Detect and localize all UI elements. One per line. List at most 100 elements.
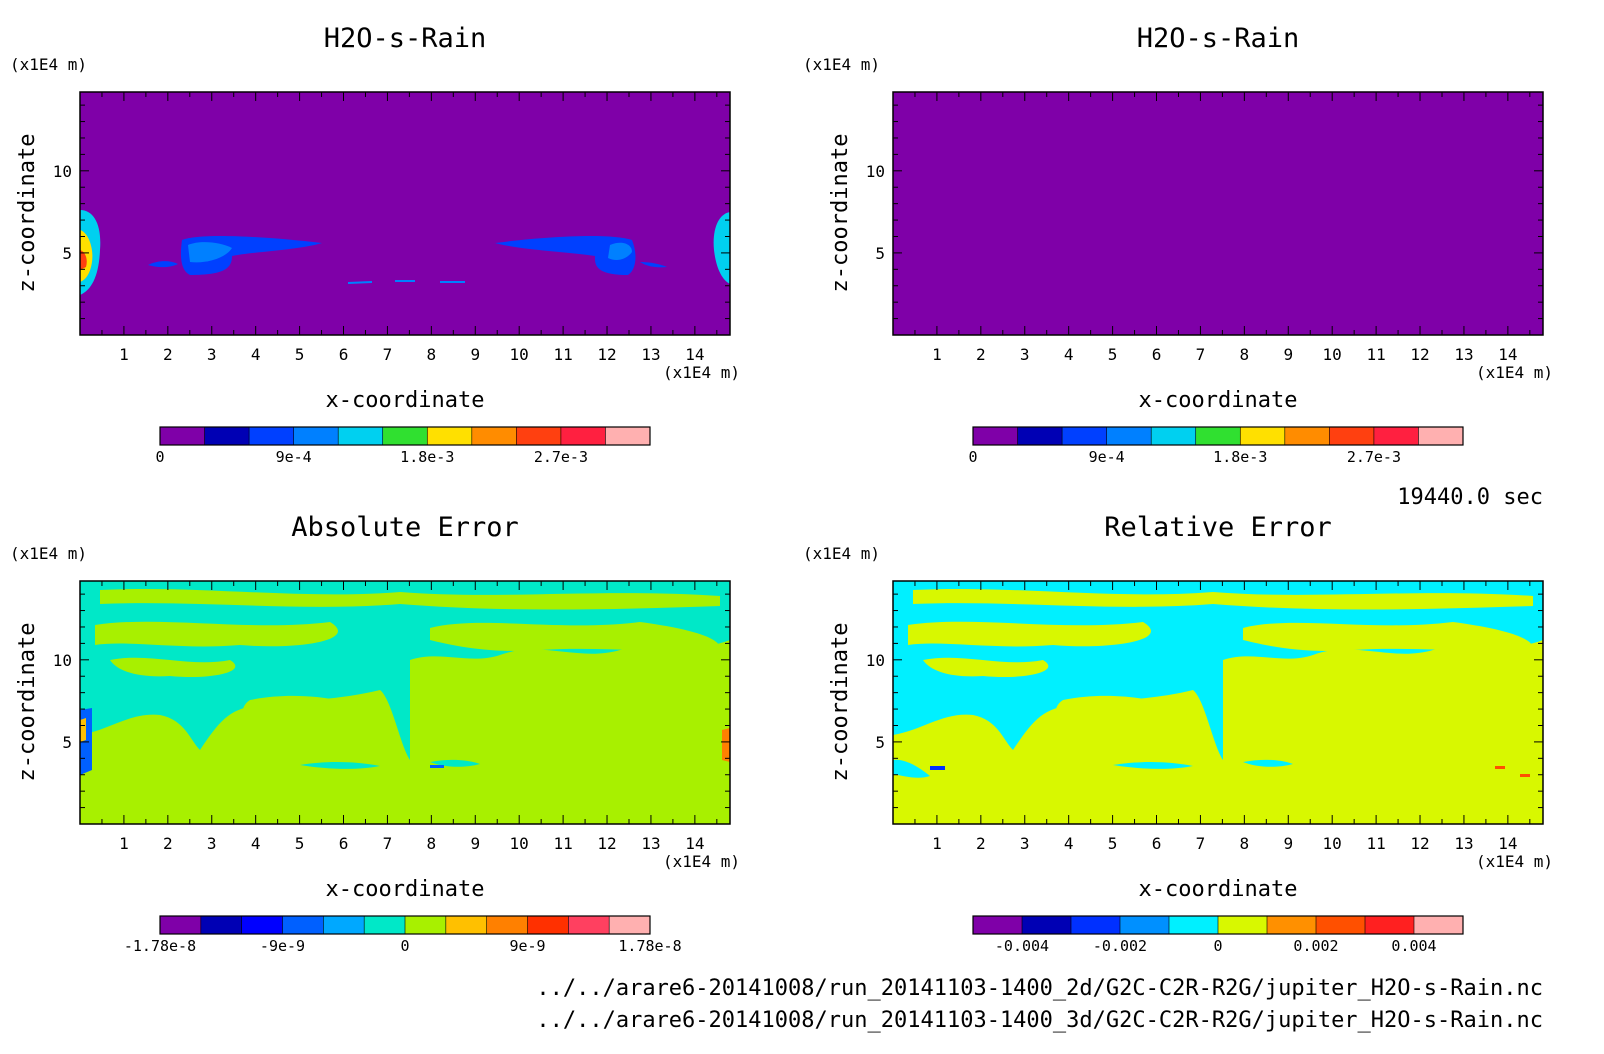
colorbar-swatch xyxy=(1151,427,1197,445)
x-unit-label: (x1E4 m) xyxy=(663,852,740,871)
colorbar-swatch xyxy=(1267,916,1317,934)
z-unit-label: (x1E4 m) xyxy=(10,55,87,74)
x-tick-label: 8 xyxy=(1240,345,1250,364)
x-tick-label: 6 xyxy=(339,834,349,853)
x-axis-label: x-coordinate xyxy=(1139,877,1298,902)
plot-frame xyxy=(79,91,731,336)
contour-band-7 xyxy=(1280,701,1423,724)
colorbar-swatch xyxy=(527,916,569,934)
x-tick-label: 13 xyxy=(1454,345,1473,364)
colorbar-swatch xyxy=(1022,916,1072,934)
contour-blob-2-core xyxy=(608,242,632,260)
contour-edge-left-peak xyxy=(80,250,87,270)
colorbar-tick-label: 0 xyxy=(968,448,977,466)
z-tick-label: 10 xyxy=(53,651,72,670)
colorbar-swatch xyxy=(1373,427,1419,445)
x-tick-label: 4 xyxy=(1064,834,1074,853)
x-unit-label: (x1E4 m) xyxy=(663,363,740,382)
x-tick-label: 10 xyxy=(510,345,529,364)
z-tick-label: 5 xyxy=(875,244,885,263)
x-unit-label: (x1E4 m) xyxy=(1476,363,1553,382)
colorbar-tick-label: 0 xyxy=(400,937,409,955)
contour-edge-right-pos xyxy=(722,728,730,762)
colorbar-swatch xyxy=(516,427,562,445)
footer-path-2d: ../../arare6-20141008/run_20141103-1400_… xyxy=(536,976,1543,1001)
colorbar-frame xyxy=(972,426,1464,446)
x-tick-label: 10 xyxy=(1323,345,1342,364)
x-tick-label: 4 xyxy=(1064,345,1074,364)
z-unit-label: (x1E4 m) xyxy=(10,544,87,563)
x-tick-label: 8 xyxy=(427,834,437,853)
time-label: 19440.0 sec xyxy=(1397,485,1543,510)
x-tick-label: 7 xyxy=(1196,345,1206,364)
contour-band-5 xyxy=(1253,664,1425,687)
x-unit-label: (x1E4 m) xyxy=(1476,852,1553,871)
x-tick-label: 11 xyxy=(1366,345,1385,364)
colorbar-swatch xyxy=(568,916,610,934)
colorbar-swatch xyxy=(338,427,384,445)
x-tick-label: 12 xyxy=(1410,834,1429,853)
contour-streak-2 xyxy=(640,262,667,268)
panel-title: H2O-s-Rain xyxy=(1137,23,1300,54)
contour-streak-1 xyxy=(148,261,178,268)
colorbar-tick-label: -0.002 xyxy=(1093,937,1147,955)
contour-band-4 xyxy=(110,657,236,678)
footer-path-3d: ../../arare6-20141008/run_20141103-1400_… xyxy=(536,1008,1543,1033)
colorbar-swatch xyxy=(1017,427,1063,445)
z-tick-label: 5 xyxy=(62,733,72,752)
contour-band-2 xyxy=(908,621,1151,647)
panel-relative-error: Relative Error (x1E4 m) 1 2 3 4 5 6 7 8 9 10 11 12 1… xyxy=(803,512,1553,955)
contour-band-7 xyxy=(467,701,610,724)
x-tick-label: 13 xyxy=(641,345,660,364)
panel-title: H2O-s-Rain xyxy=(324,23,487,54)
x-tick-label: 3 xyxy=(207,834,217,853)
colorbar-swatch xyxy=(1218,916,1268,934)
colorbar-tick-label: 9e-4 xyxy=(276,448,312,466)
colorbar-swatch xyxy=(427,427,473,445)
colorbar-tick-label: 0.002 xyxy=(1293,937,1338,955)
z-unit-label: (x1E4 m) xyxy=(803,55,880,74)
contour-band-1 xyxy=(100,588,720,610)
colorbar-tick-label: 9e-4 xyxy=(1089,448,1125,466)
x-tick-label: 6 xyxy=(1152,834,1162,853)
colorbar: 0 9e-4 1.8e-3 2.7e-3 xyxy=(968,426,1464,466)
colorbar-swatch xyxy=(1418,427,1464,445)
colorbar-swatch xyxy=(405,916,447,934)
x-tick-label: 5 xyxy=(295,834,305,853)
contour-features xyxy=(80,210,730,295)
contour-band-3 xyxy=(430,622,720,651)
contour-features xyxy=(893,581,1543,778)
plot-area xyxy=(80,92,730,335)
x-tick-label: 9 xyxy=(1283,834,1293,853)
contour-spot xyxy=(430,765,444,768)
x-tick-label: 3 xyxy=(207,345,217,364)
x-tick-label: 2 xyxy=(976,834,986,853)
x-tick-label: 13 xyxy=(1454,834,1473,853)
contour-band-2 xyxy=(95,621,338,647)
x-tick-label: 12 xyxy=(1410,345,1429,364)
contour-edge-left-pos xyxy=(80,718,86,742)
x-tick-label: 5 xyxy=(1108,345,1118,364)
x-tick-label: 11 xyxy=(553,345,572,364)
x-tick-label: 6 xyxy=(1152,345,1162,364)
contour-edge-right xyxy=(713,212,730,284)
colorbar-tick-label: 0 xyxy=(1213,937,1222,955)
x-tick-label: 12 xyxy=(597,834,616,853)
panel-absolute-error: Absolute Error (x1E4 m) 1 2 3 4 5 6 7 8 9 10 11 12 1… xyxy=(10,512,740,955)
x-tick-label: 11 xyxy=(553,834,572,853)
contour-band-6 xyxy=(1056,695,1193,721)
colorbar-tick-label: -1.78e-8 xyxy=(124,937,196,955)
colorbar-swatch xyxy=(1106,427,1152,445)
z-tick-label: 10 xyxy=(53,162,72,181)
x-tick-label: 1 xyxy=(119,834,129,853)
x-tick-label: 1 xyxy=(932,345,942,364)
contour-features xyxy=(80,581,730,775)
colorbar-swatch xyxy=(973,427,1019,445)
z-tick-label: 10 xyxy=(866,651,885,670)
x-tick-label: 11 xyxy=(1366,834,1385,853)
x-axis-label: x-coordinate xyxy=(326,388,485,413)
contour-edge-left xyxy=(893,759,930,778)
